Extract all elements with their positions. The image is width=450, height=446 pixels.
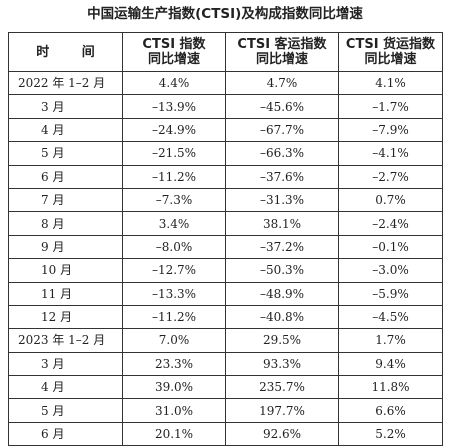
- cell-freight-growth: 0.7%: [338, 187, 443, 213]
- cell-period: 8 月: [8, 211, 123, 236]
- cell-passenger-growth: 235.7%: [225, 375, 339, 400]
- cell-ctsi-growth: 39.0%: [122, 375, 226, 400]
- cell-ctsi-growth: 7.0%: [122, 328, 226, 353]
- cell-freight-growth: –3.0%: [338, 258, 443, 283]
- cell-period: 6 月: [8, 421, 123, 446]
- header-freight-line-2: 同比增速: [364, 52, 417, 67]
- cell-period: 5 月: [8, 398, 123, 423]
- table-row: 9 月 –8.0% –37.2% –0.1%: [8, 234, 443, 260]
- table-row: 2022 年 1–2 月 4.4% 4.7% 4.1%: [8, 70, 443, 96]
- cell-period: 12 月: [8, 304, 123, 330]
- table-caption: 中国运输生产指数(CTSI)及构成指数同比增速: [87, 6, 363, 22]
- table-row: 5 月 –21.5% –66.3% –4.1%: [8, 141, 443, 166]
- table-row: 6 月 –11.2% –37.6% –2.7%: [8, 164, 443, 189]
- header-passenger: CTSI 客运指数 同比增速: [225, 32, 339, 72]
- cell-period: 9 月: [8, 234, 123, 260]
- cell-period: 7 月: [8, 187, 123, 213]
- cell-freight-growth: 11.8%: [338, 375, 443, 400]
- table-row: 7 月 –7.3% –31.3% 0.7%: [8, 187, 443, 213]
- cell-freight-growth: –0.1%: [338, 234, 443, 260]
- cell-period: 3 月: [8, 351, 123, 377]
- cell-freight-growth: –2.7%: [338, 164, 443, 189]
- table-row: 3 月 –13.9% –45.6% –1.7%: [8, 94, 443, 119]
- cell-ctsi-growth: 23.3%: [122, 351, 226, 377]
- cell-ctsi-growth: –21.5%: [122, 141, 226, 166]
- cell-passenger-growth: –31.3%: [225, 187, 339, 213]
- header-freight-line-1: CTSI 货运指数: [345, 37, 436, 52]
- cell-ctsi-growth: 4.4%: [122, 70, 226, 96]
- table-row: 6 月 20.1% 92.6% 5.2%: [8, 421, 443, 446]
- header-time-label: 时 间: [36, 44, 109, 60]
- cell-ctsi-growth: –11.2%: [122, 304, 226, 330]
- cell-ctsi-growth: 31.0%: [122, 398, 226, 423]
- cell-freight-growth: –4.1%: [338, 141, 443, 166]
- cell-period: 2023 年 1–2 月: [8, 328, 123, 353]
- cell-ctsi-growth: –8.0%: [122, 234, 226, 260]
- table-row: 4 月 39.0% 235.7% 11.8%: [8, 375, 443, 400]
- cell-passenger-growth: –37.2%: [225, 234, 339, 260]
- cell-freight-growth: 9.4%: [338, 351, 443, 377]
- cell-freight-growth: –4.5%: [338, 304, 443, 330]
- table-row: 2023 年 1–2 月 7.0% 29.5% 1.7%: [8, 328, 443, 353]
- cell-freight-growth: –1.7%: [338, 94, 443, 119]
- cell-passenger-growth: 93.3%: [225, 351, 339, 377]
- cell-ctsi-growth: –11.2%: [122, 164, 226, 189]
- table-row: 4 月 –24.9% –67.7% –7.9%: [8, 117, 443, 143]
- cell-passenger-growth: 197.7%: [225, 398, 339, 423]
- cell-passenger-growth: –66.3%: [225, 141, 339, 166]
- cell-period: 11 月: [8, 281, 123, 306]
- cell-passenger-growth: –48.9%: [225, 281, 339, 306]
- cell-passenger-growth: –40.8%: [225, 304, 339, 330]
- cell-freight-growth: 5.2%: [338, 421, 443, 446]
- cell-passenger-growth: –67.7%: [225, 117, 339, 143]
- cell-passenger-growth: 4.7%: [225, 70, 339, 96]
- cell-freight-growth: 6.6%: [338, 398, 443, 423]
- cell-period: 10 月: [8, 258, 123, 283]
- table-row: 8 月 3.4% 38.1% –2.4%: [8, 211, 443, 236]
- header-ctsi-line-2: 同比增速: [147, 52, 200, 67]
- header-ctsi: CTSI 指数 同比增速: [122, 32, 226, 72]
- table-row: 12 月 –11.2% –40.8% –4.5%: [8, 304, 443, 330]
- cell-period: 5 月: [8, 141, 123, 166]
- cell-freight-growth: 1.7%: [338, 328, 443, 353]
- cell-period: 4 月: [8, 117, 123, 143]
- cell-passenger-growth: –50.3%: [225, 258, 339, 283]
- table-row: 11 月 –13.3% –48.9% –5.9%: [8, 281, 443, 306]
- cell-ctsi-growth: 3.4%: [122, 211, 226, 236]
- table-row: 10 月 –12.7% –50.3% –3.0%: [8, 258, 443, 283]
- table-body: 2022 年 1–2 月 4.4% 4.7% 4.1% 3 月 –13.9% –45.6% –…: [8, 70, 443, 446]
- header-row: 时 间 CTSI 指数 同比增速 CTSI 客运指数 同比增速 CTSI 货运指…: [8, 32, 443, 72]
- cell-period: 2022 年 1–2 月: [8, 70, 123, 96]
- cell-passenger-growth: 92.6%: [225, 421, 339, 446]
- cell-period: 4 月: [8, 375, 123, 400]
- header-passenger-line-2: 同比增速: [255, 52, 308, 67]
- cell-passenger-growth: 29.5%: [225, 328, 339, 353]
- table-row: 3 月 23.3% 93.3% 9.4%: [8, 351, 443, 377]
- table-row: 5 月 31.0% 197.7% 6.6%: [8, 398, 443, 423]
- header-ctsi-line-1: CTSI 指数: [142, 37, 206, 52]
- cell-ctsi-growth: –13.3%: [122, 281, 226, 306]
- cell-period: 6 月: [8, 164, 123, 189]
- cell-ctsi-growth: 20.1%: [122, 421, 226, 446]
- cell-freight-growth: –7.9%: [338, 117, 443, 143]
- cell-ctsi-growth: –12.7%: [122, 258, 226, 283]
- cell-ctsi-growth: –7.3%: [122, 187, 226, 213]
- header-passenger-line-1: CTSI 客运指数: [237, 37, 327, 52]
- cell-passenger-growth: –45.6%: [225, 94, 339, 119]
- cell-passenger-growth: 38.1%: [225, 211, 339, 236]
- cell-freight-growth: 4.1%: [338, 70, 443, 96]
- header-freight: CTSI 货运指数 同比增速: [338, 32, 443, 72]
- header-time: 时 间: [8, 32, 123, 72]
- cell-period: 3 月: [8, 94, 123, 119]
- cell-freight-growth: –2.4%: [338, 211, 443, 236]
- cell-passenger-growth: –37.6%: [225, 164, 339, 189]
- cell-ctsi-growth: –24.9%: [122, 117, 226, 143]
- cell-freight-growth: –5.9%: [338, 281, 443, 306]
- ctsi-growth-table: 时 间 CTSI 指数 同比增速 CTSI 客运指数 同比增速 CTSI 货运指…: [8, 32, 443, 446]
- cell-ctsi-growth: –13.9%: [122, 94, 226, 119]
- table-header: 时 间 CTSI 指数 同比增速 CTSI 客运指数 同比增速 CTSI 货运指…: [8, 32, 443, 72]
